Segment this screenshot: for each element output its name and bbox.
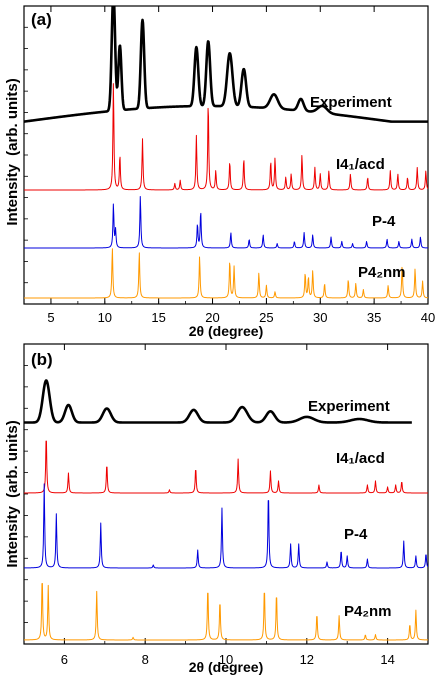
x-tick-label: 20 <box>205 310 219 325</box>
panel-label: (a) <box>31 10 52 29</box>
x-axis-title: 2θ (degree) <box>189 659 263 675</box>
series-line <box>24 483 428 569</box>
series-line <box>24 379 413 424</box>
series-label: P-4 <box>344 526 368 543</box>
panel-label: (b) <box>31 350 53 369</box>
series-label: P-4 <box>372 213 396 230</box>
series-label: I4₁/acd <box>336 156 385 173</box>
series-line <box>24 6 428 123</box>
series-label: P4₂nm <box>344 603 392 620</box>
svg-text:Intensity (arb. units): Intensity (arb. units) <box>4 420 21 567</box>
series-label: Experiment <box>310 94 392 111</box>
y-axis-title-top-unit: (arb. units) <box>4 78 21 156</box>
series-line <box>24 195 428 249</box>
x-tick-label: 5 <box>47 310 54 325</box>
x-tick-label: 12 <box>300 652 314 667</box>
plot-frame <box>23 343 429 645</box>
y-axis-title-top: Intensity (arb. units) <box>4 78 21 225</box>
x-tick-label: 10 <box>98 310 112 325</box>
plot-frame <box>23 5 429 305</box>
series-2 <box>24 483 428 569</box>
x-axis-title: 2θ (degree) <box>189 323 263 339</box>
x-tick-label: 35 <box>367 310 381 325</box>
series-line <box>24 248 428 299</box>
chart-panel-a: 5 10 15 20 25 30 35 40 2θ (degree) (a) Experiment I… <box>23 5 435 339</box>
x-tick-label: 6 <box>61 652 68 667</box>
x-tick-label: 8 <box>142 652 149 667</box>
series-label: P4₂nm <box>358 264 406 281</box>
series-1 <box>24 83 428 191</box>
y-axis-title-bottom: Intensity (arb. units) <box>4 420 21 567</box>
series-3 <box>24 248 428 299</box>
series-label: Experiment <box>308 398 390 415</box>
x-tick-label: 14 <box>380 652 394 667</box>
x-tick-label: 10 <box>219 652 233 667</box>
series-0 <box>24 6 428 123</box>
series-1 <box>24 440 428 494</box>
svg-text:Intensity (arb. units): Intensity (arb. units) <box>4 78 21 225</box>
y-axis-title-bottom-main: Intensity <box>4 505 21 567</box>
x-tick-label: 15 <box>151 310 165 325</box>
y-axis-title-top-main: Intensity <box>4 163 21 225</box>
series-line <box>24 440 428 494</box>
series-0 <box>24 379 413 424</box>
series-line <box>24 83 428 191</box>
series-3 <box>24 583 428 641</box>
series-2 <box>24 195 428 249</box>
series-line <box>24 583 428 641</box>
y-axis-title-bottom-unit: (arb. units) <box>4 420 21 498</box>
x-tick-label: 30 <box>313 310 327 325</box>
chart-panel-b: 6 8 10 12 14 2θ (degree) (b) Experiment I4₁/acd P… <box>23 343 429 675</box>
series-label: I4₁/acd <box>336 450 385 467</box>
x-tick-label: 25 <box>259 310 273 325</box>
x-tick-label: 40 <box>421 310 435 325</box>
